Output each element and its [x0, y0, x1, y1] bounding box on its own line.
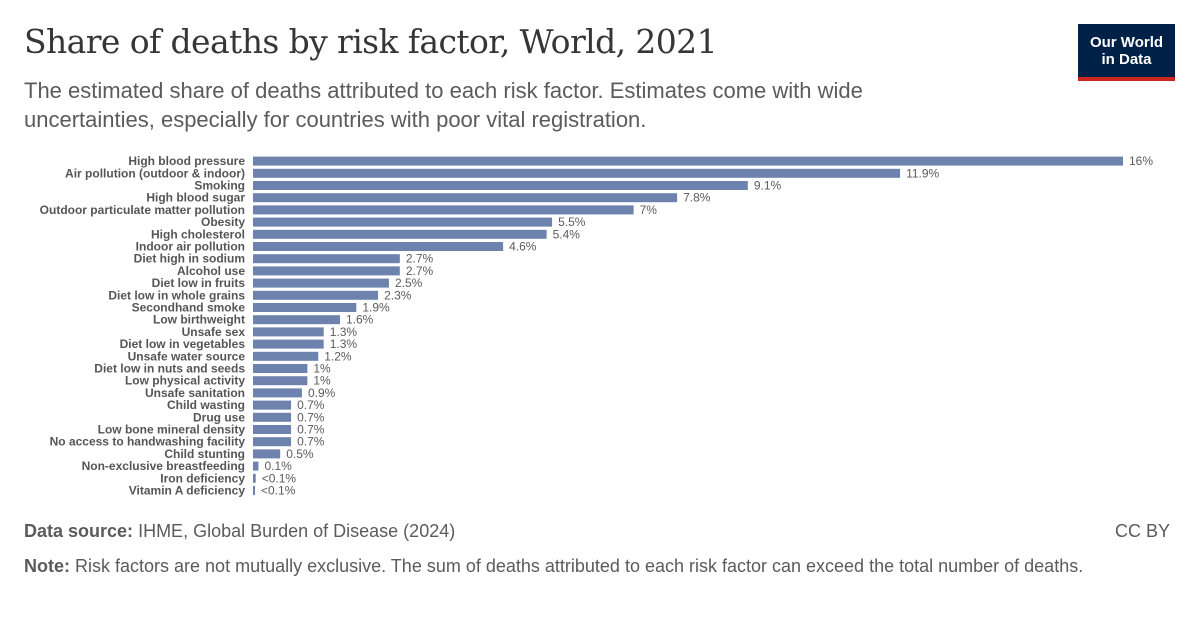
category-label: Air pollution (outdoor & indoor): [65, 166, 245, 180]
category-label: Child wasting: [167, 398, 245, 412]
owid-logo[interactable]: Our World in Data: [1078, 24, 1175, 81]
category-label: Diet low in vegetables: [120, 337, 246, 351]
note-text: Risk factors are not mutually exclusive.…: [75, 556, 1084, 576]
bar[interactable]: [253, 242, 504, 251]
value-label: <0.1%: [262, 471, 297, 485]
category-label: Low physical activity: [125, 374, 245, 388]
value-label: 0.7%: [297, 423, 325, 437]
value-label: 0.5%: [286, 447, 314, 461]
bar[interactable]: [253, 425, 292, 434]
value-label: 1%: [313, 362, 331, 376]
value-label: 5.5%: [558, 215, 586, 229]
license-link[interactable]: CC BY: [1114, 521, 1170, 541]
value-label: 7%: [640, 203, 658, 217]
category-label: Drug use: [193, 410, 245, 424]
category-label: Low bone mineral density: [98, 423, 246, 437]
bar[interactable]: [253, 376, 308, 386]
bar[interactable]: [253, 168, 901, 178]
bar[interactable]: [253, 364, 308, 373]
category-label: Child stunting: [164, 447, 245, 461]
logo-line-2: in Data: [1101, 50, 1152, 68]
value-label: 16%: [1129, 154, 1153, 168]
category-label: Diet low in fruits: [152, 276, 246, 290]
data-source-text[interactable]: IHME, Global Burden of Disease (2024): [138, 521, 456, 541]
category-label: No access to handwashing facility: [50, 435, 246, 449]
value-label: 0.9%: [308, 386, 336, 400]
bar[interactable]: [253, 254, 400, 264]
value-label: 7.8%: [683, 191, 711, 205]
chart-note: Note: Risk factors are not mutually excl…: [24, 554, 1174, 579]
category-label: Non-exclusive breastfeeding: [82, 459, 245, 473]
category-label: High blood pressure: [128, 154, 245, 168]
bar[interactable]: [253, 290, 379, 300]
bar[interactable]: [253, 400, 292, 410]
category-label: Smoking: [194, 179, 245, 193]
category-label: Unsafe water source: [128, 349, 246, 363]
value-label: 0.7%: [297, 435, 325, 449]
value-label: 1%: [313, 374, 331, 388]
value-label: 0.7%: [297, 410, 325, 424]
category-label: Diet low in nuts and seeds: [94, 362, 245, 376]
category-label: Indoor air pollution: [136, 240, 245, 254]
category-label: Obesity: [201, 215, 245, 229]
value-label: 0.1%: [264, 459, 292, 473]
category-label: Alcohol use: [177, 264, 245, 278]
bar[interactable]: [253, 193, 678, 203]
value-label: 4.6%: [509, 240, 537, 254]
data-source: Data source: IHME, Global Burden of Dise…: [24, 521, 455, 542]
value-label: 2.7%: [406, 252, 434, 266]
bar[interactable]: [253, 303, 357, 312]
value-label: 2.3%: [384, 288, 412, 302]
value-label: 1.3%: [330, 325, 358, 339]
value-label: 9.1%: [754, 179, 782, 193]
category-label: Diet low in whole grains: [108, 288, 245, 302]
logo-line-1: Our World: [1089, 33, 1164, 51]
category-label: High blood sugar: [146, 191, 245, 205]
bar[interactable]: [253, 266, 400, 276]
value-label: 1.2%: [324, 349, 352, 363]
bar[interactable]: [253, 351, 319, 361]
value-label: 2.5%: [395, 276, 423, 290]
bar-chart: High blood pressure 16% Air pollution (out…: [40, 154, 1154, 498]
bar[interactable]: [253, 449, 281, 459]
category-label: Vitamin A deficiency: [129, 484, 246, 498]
bar[interactable]: [253, 205, 634, 215]
bar[interactable]: [253, 473, 256, 483]
chart-subtitle: The estimated share of deaths attributed…: [24, 78, 863, 132]
bar[interactable]: [253, 461, 259, 471]
chart-title: Share of deaths by risk factor, World, 2…: [24, 22, 718, 61]
bar[interactable]: [253, 217, 553, 227]
value-label: 2.7%: [406, 264, 434, 278]
category-label: Iron deficiency: [160, 471, 245, 485]
bar[interactable]: [253, 229, 547, 239]
value-label: 0.7%: [297, 398, 325, 412]
data-source-label: Data source:: [24, 521, 134, 541]
bar[interactable]: [253, 437, 292, 447]
value-label: <0.1%: [261, 484, 296, 498]
bar[interactable]: [253, 156, 1123, 166]
bar[interactable]: [253, 339, 324, 349]
value-label: 1.3%: [330, 337, 358, 351]
bar[interactable]: [253, 315, 340, 325]
bar[interactable]: [253, 278, 389, 288]
bar[interactable]: [253, 412, 292, 422]
category-label: Diet high in sodium: [134, 252, 245, 266]
category-label: Unsafe sanitation: [145, 386, 245, 400]
category-label: High cholesterol: [151, 227, 245, 241]
value-label: 11.9%: [906, 166, 939, 180]
value-label: 5.4%: [553, 227, 581, 241]
bar[interactable]: [253, 486, 255, 495]
category-label: Secondhand smoke: [132, 301, 246, 315]
value-label: 1.6%: [346, 313, 374, 327]
category-label: Unsafe sex: [182, 325, 246, 339]
note-label: Note:: [24, 556, 70, 576]
bar[interactable]: [253, 388, 302, 398]
value-label: 1.9%: [362, 301, 390, 315]
category-label: Outdoor particulate matter pollution: [40, 203, 245, 217]
bar[interactable]: [253, 181, 748, 190]
category-label: Low birthweight: [153, 313, 245, 327]
bar[interactable]: [253, 327, 324, 337]
